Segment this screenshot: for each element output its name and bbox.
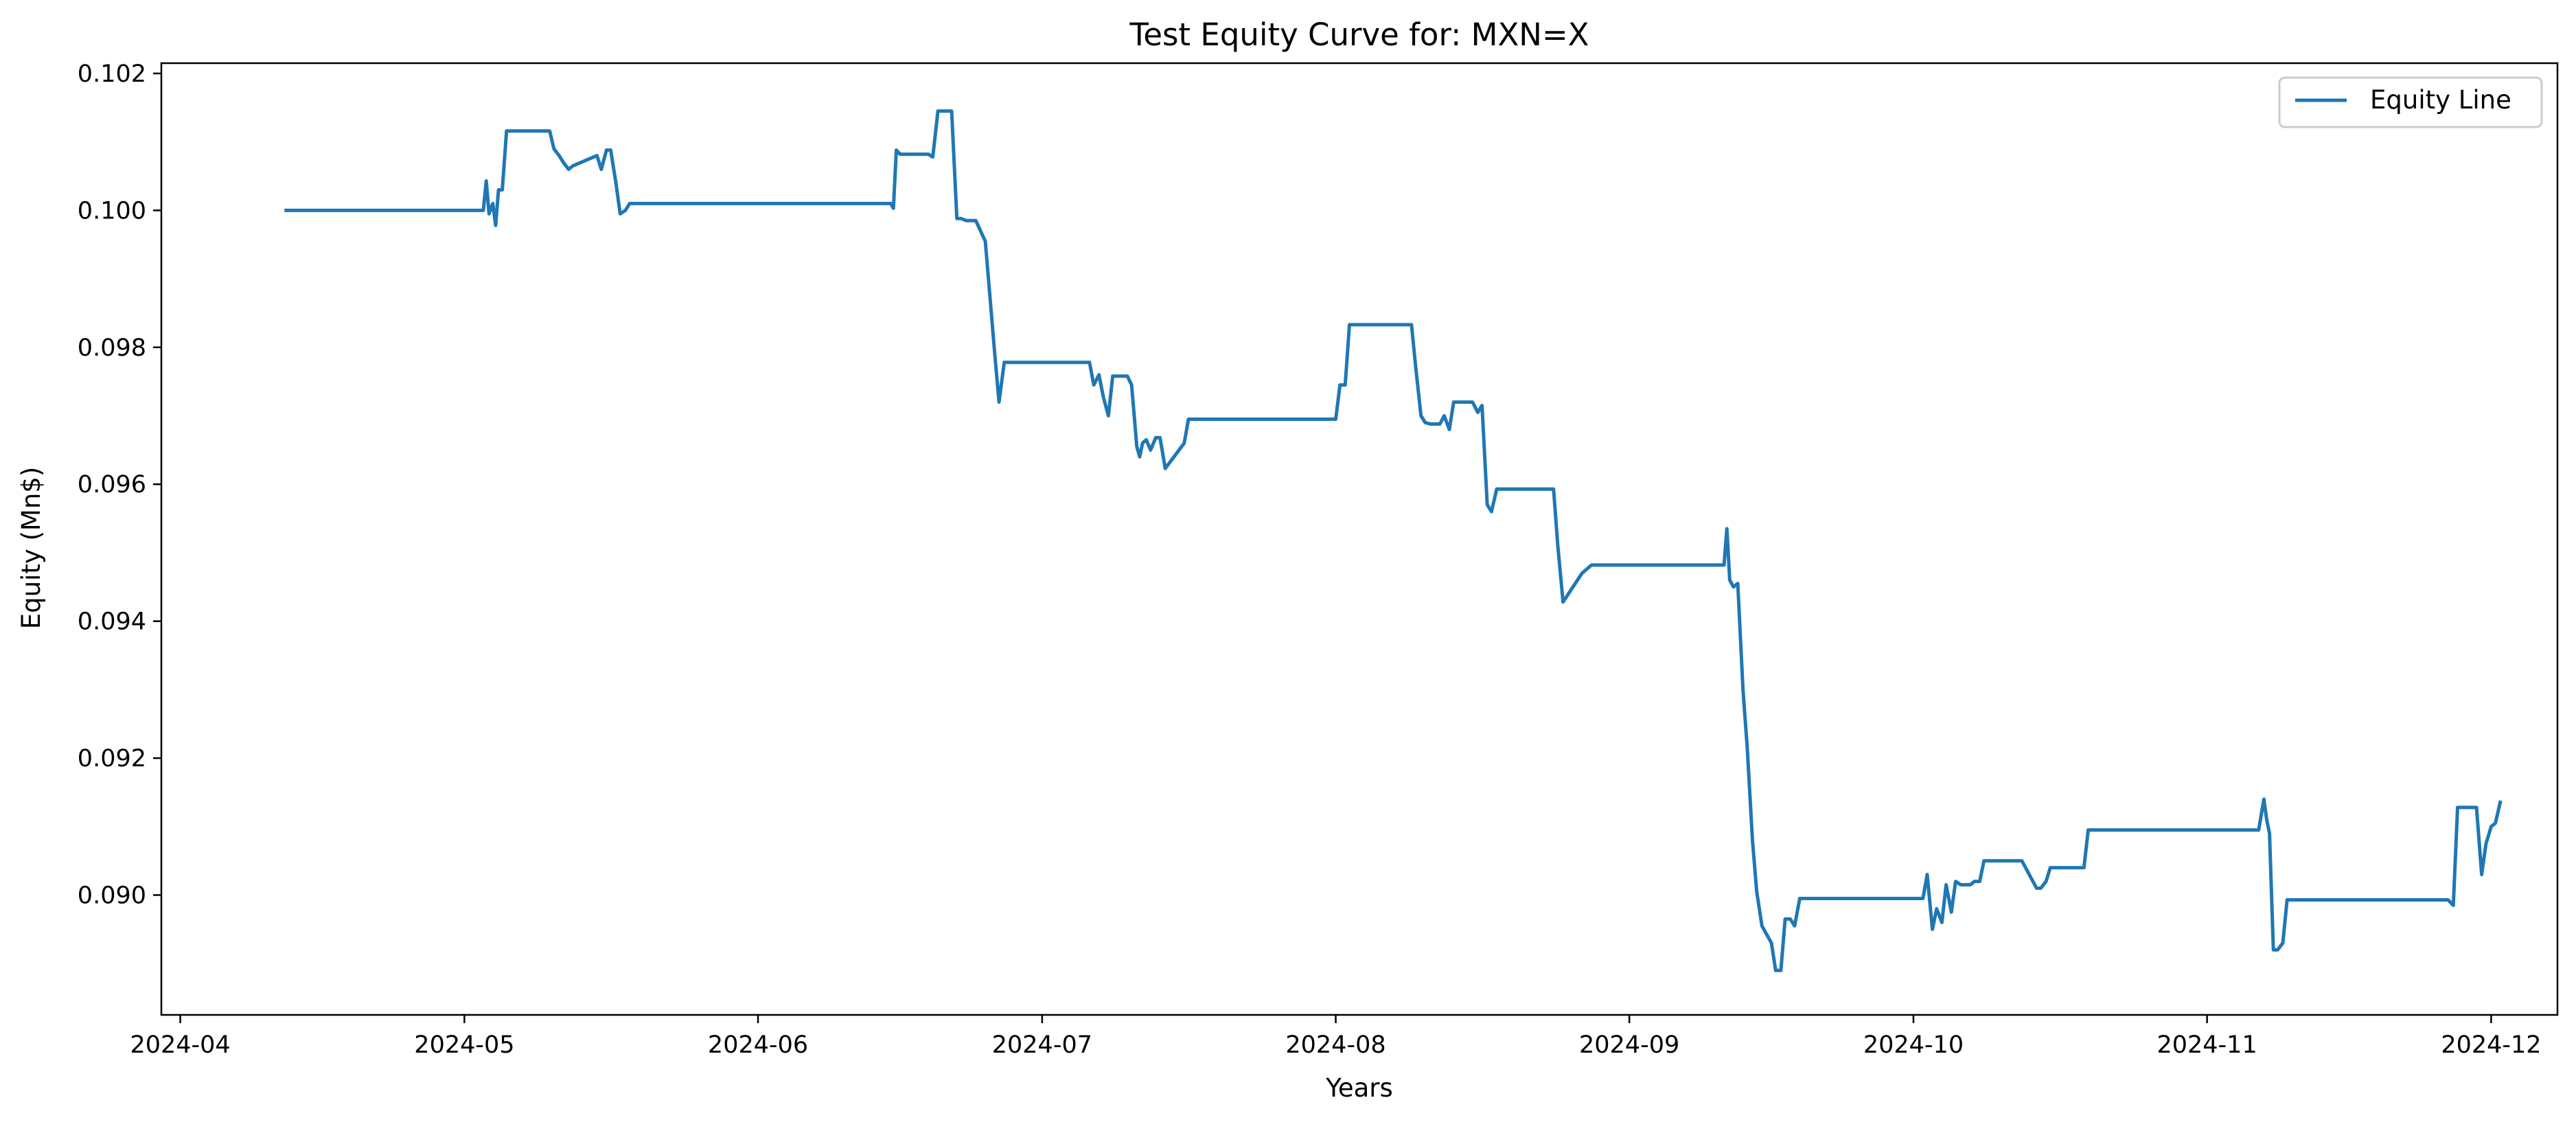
y-axis: 0.090 0.092 0.094 0.096 0.098 0.100 0.102 <box>78 60 161 910</box>
legend: Equity Line <box>2278 76 2543 128</box>
series-line-equity-line <box>284 109 2503 972</box>
plot-frame <box>160 62 2559 1016</box>
legend-label-equity-line: Equity Line <box>2370 85 2511 115</box>
legend-box <box>2278 76 2543 128</box>
plot-area <box>160 62 2559 1016</box>
x-tick-label: 2024-07 <box>992 1031 1092 1059</box>
x-axis: 2024-04 2024-05 2024-06 2024-07 2024-08 2024-… <box>130 1015 2542 1059</box>
y-tick-label: 0.094 <box>78 608 146 636</box>
x-tick-label: 2024-12 <box>2441 1031 2541 1059</box>
x-tick-label: 2024-08 <box>1285 1031 1385 1059</box>
y-tick-label: 0.098 <box>78 334 146 362</box>
x-axis-label: Years <box>1325 1073 1393 1103</box>
x-tick-label: 2024-09 <box>1579 1031 1679 1059</box>
y-tick-label: 0.102 <box>78 60 146 88</box>
x-tick-label: 2024-11 <box>2157 1031 2257 1059</box>
x-tick-label: 2024-05 <box>414 1031 514 1059</box>
x-tick-label: 2024-10 <box>1863 1031 1964 1059</box>
y-tick-label: 0.090 <box>78 882 146 910</box>
y-tick-label: 0.096 <box>78 471 146 499</box>
y-axis-label: Equity (Mn$) <box>16 467 46 630</box>
x-tick-label: 2024-04 <box>130 1031 230 1059</box>
chart-title: Test Equity Curve for: MXN=X <box>1129 16 1589 53</box>
y-tick-label: 0.100 <box>78 197 146 225</box>
y-tick-label: 0.092 <box>78 745 146 772</box>
x-tick-label: 2024-06 <box>708 1031 808 1059</box>
